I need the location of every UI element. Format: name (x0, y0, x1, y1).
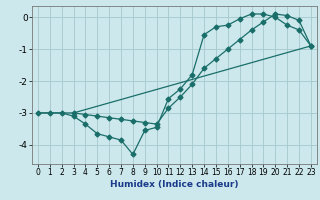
X-axis label: Humidex (Indice chaleur): Humidex (Indice chaleur) (110, 180, 239, 189)
